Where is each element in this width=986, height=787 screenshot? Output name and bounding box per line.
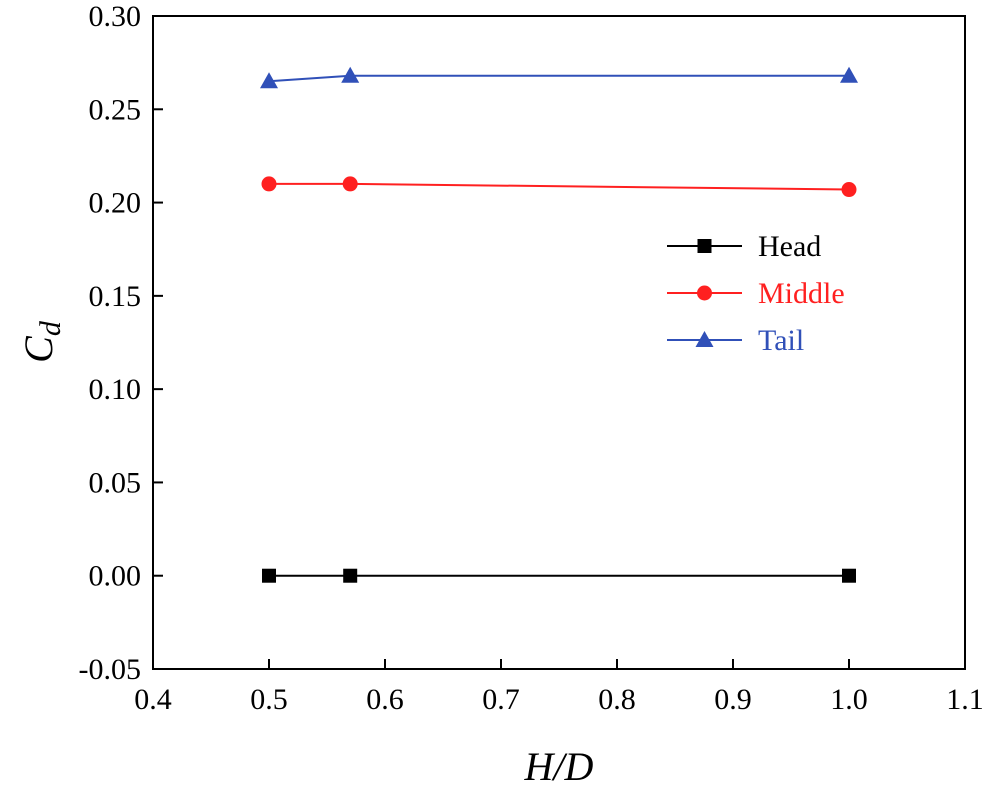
y-tick-label: 0.20 [89,187,142,220]
y-tick-label: 0.00 [89,560,142,593]
x-tick-label: 0.5 [250,683,288,716]
y-tick-label: 0.10 [89,373,142,406]
data-point-middle [841,182,857,198]
y-axis-title-sub: d [34,320,67,336]
x-axis-title: H/D [524,744,594,787]
legend: Head Middle Tail [667,230,845,357]
x-tick-label: 0.8 [598,683,636,716]
x-tick-label: 0.6 [366,683,404,716]
data-point-middle [261,176,277,192]
legend-marker-middle [697,285,712,301]
series-middle [261,176,857,198]
x-tick-label: 0.4 [134,683,172,716]
y-axis-title-main: C [16,335,61,363]
y-tick-label: 0.25 [89,93,142,126]
plot-frame [152,15,966,670]
x-tick-label: 1.1 [946,683,984,716]
data-point-tail [260,72,278,89]
axis-ticks: 0.4 0.5 0.6 0.7 0.8 0.9 1.0 1.1 -0.05 0.00 0.05 0.1… [79,0,984,716]
legend-entry-head: Head [667,230,821,263]
legend-marker-tail [695,331,714,347]
legend-label-head: Head [758,230,821,263]
series-tail [260,66,858,89]
y-axis-title: Cd [16,320,67,363]
legend-label-middle: Middle [758,277,845,310]
legend-entry-middle: Middle [667,277,845,310]
series-layer [260,66,858,583]
x-tick-label: 1.0 [830,683,868,716]
data-point-tail [341,66,360,83]
data-point-head [343,568,358,583]
y-tick-label: 0.15 [89,280,142,313]
y-tick-label: 0.05 [89,466,142,499]
legend-entry-tail: Tail [667,324,804,357]
y-tick-label: -0.05 [79,653,142,686]
data-point-middle [342,176,358,192]
x-tick-label: 0.9 [714,683,752,716]
data-point-head [842,568,856,583]
legend-label-tail: Tail [758,324,804,357]
series-head [262,568,856,583]
legend-marker-head [697,239,712,253]
data-point-head [262,568,276,583]
y-tick-label: 0.30 [89,0,142,33]
x-tick-label: 0.7 [482,683,520,716]
data-point-tail [840,66,858,83]
